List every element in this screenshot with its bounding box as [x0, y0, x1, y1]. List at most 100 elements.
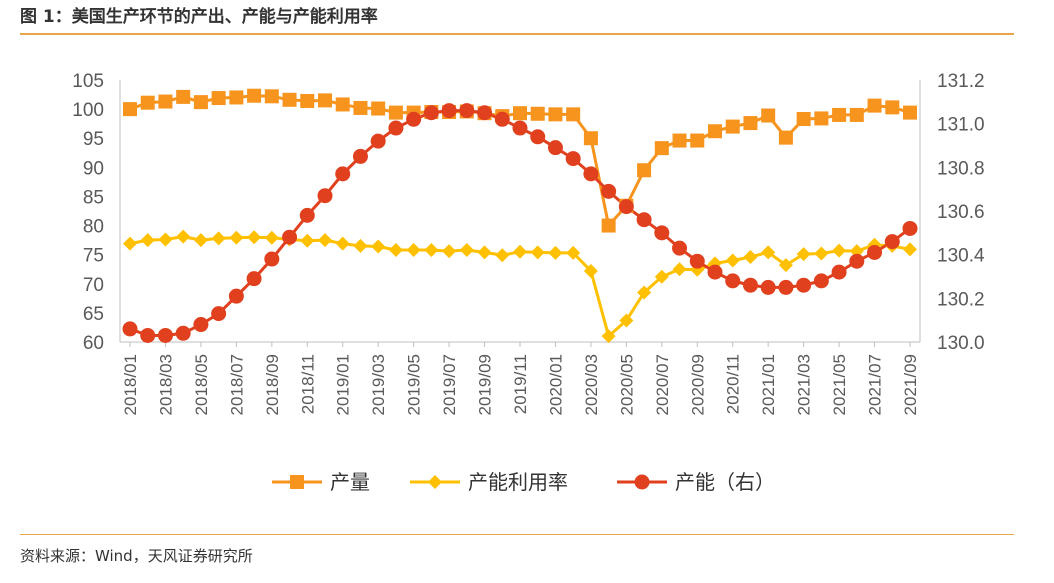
data-point-diamond [513, 244, 527, 259]
data-point-circle [601, 183, 617, 199]
data-point-circle [831, 264, 847, 280]
x-tick-label: 2020/11 [724, 354, 743, 414]
y-left-tick-label: 65 [83, 304, 104, 325]
x-tick-label: 2021/07 [866, 354, 885, 415]
x-tick-label: 2018/07 [227, 354, 246, 415]
data-point-diamond [566, 245, 581, 260]
data-point-square [371, 101, 386, 116]
data-point-diamond [229, 230, 244, 245]
data-point-square [654, 141, 669, 156]
data-point-diamond [477, 245, 492, 260]
data-point-diamond [300, 233, 315, 248]
data-point-circle [299, 207, 315, 223]
data-point-diamond [654, 269, 669, 284]
y-left-tick-label: 105 [72, 71, 104, 92]
data-point-square [176, 89, 191, 104]
data-point-square [353, 100, 368, 115]
data-point-diamond [264, 230, 279, 245]
data-point-diamond [371, 239, 386, 254]
data-point-square [601, 218, 616, 233]
data-point-diamond [140, 233, 155, 248]
data-point-circle [317, 188, 333, 204]
legend-label: 产能利用率 [468, 470, 568, 494]
data-point-diamond [832, 243, 847, 258]
data-point-circle [246, 271, 262, 287]
data-point-square [229, 90, 244, 105]
data-point-circle [157, 327, 173, 343]
x-tick-label: 2018/05 [192, 354, 211, 415]
data-point-square [388, 105, 403, 120]
data-point-circle [335, 166, 351, 182]
y-left-tick-label: 100 [72, 100, 104, 121]
data-point-circle [565, 151, 581, 167]
data-point-diamond [442, 244, 457, 259]
x-tick-label: 2020/09 [688, 354, 707, 415]
data-point-square [796, 112, 811, 127]
data-point-circle [441, 103, 457, 119]
data-point-diamond [335, 236, 350, 251]
data-point-diamond [495, 248, 510, 263]
data-point-square [832, 107, 847, 122]
y-left-tick-label: 95 [83, 129, 104, 150]
y-right-tick-label: 131.0 [937, 115, 985, 136]
bottom-divider [20, 534, 1014, 535]
data-point-circle [175, 325, 191, 341]
legend-marker-diamond [428, 475, 442, 489]
data-point-circle [459, 103, 475, 119]
data-point-circle [689, 253, 705, 269]
data-point-square [761, 108, 776, 123]
data-point-diamond [814, 246, 829, 261]
x-tick-label: 2019/11 [511, 354, 530, 414]
data-point-diamond [761, 245, 776, 260]
x-tick-label: 2018/11 [298, 354, 317, 414]
axes-layer: 60 65 70 75 80 85 90 95 100 105 130.0 130.2 130.4 130… [72, 71, 985, 415]
data-point-circle [867, 244, 883, 260]
data-point-circle [547, 140, 563, 156]
x-tick-label: 2018/01 [121, 354, 140, 415]
data-point-square [778, 130, 793, 145]
data-point-square [140, 95, 155, 110]
y-left-tick-label: 60 [83, 333, 104, 354]
chart-title: 图 1：美国生产环节的产出、产能与产能利用率 [20, 7, 378, 27]
data-point-diamond [353, 238, 368, 253]
data-point-diamond [193, 233, 208, 248]
data-point-square [849, 107, 864, 122]
data-point-circle [370, 133, 386, 149]
data-point-circle [902, 220, 918, 236]
data-point-square [903, 105, 917, 120]
x-tick-label: 2020/03 [582, 354, 601, 415]
data-point-diamond [548, 245, 563, 260]
data-point-circle [725, 273, 741, 289]
data-point-circle [512, 120, 528, 136]
data-point-diamond [903, 242, 917, 257]
data-point-diamond [211, 231, 226, 246]
data-point-diamond [247, 230, 262, 245]
data-point-diamond [743, 249, 758, 264]
data-point-square [867, 98, 882, 113]
data-point-circle [654, 225, 670, 241]
data-point-square [247, 88, 262, 103]
data-point-diamond [318, 233, 332, 248]
data-point-circle [388, 120, 404, 136]
data-point-square [548, 107, 563, 122]
x-tick-label: 2021/09 [901, 354, 920, 415]
data-point-square [264, 89, 279, 104]
data-point-circle [530, 129, 546, 145]
data-point-square [708, 124, 722, 139]
data-point-square [743, 116, 758, 131]
data-point-circle [849, 253, 865, 269]
data-point-circle [264, 251, 280, 267]
data-point-circle [122, 321, 138, 337]
x-tick-label: 2019/09 [476, 354, 495, 415]
y-right-tick-label: 131.2 [937, 71, 985, 92]
x-tick-label: 2019/03 [369, 354, 388, 415]
data-point-circle [796, 277, 812, 293]
top-divider [20, 33, 1014, 35]
data-point-circle [211, 306, 227, 322]
x-tick-label: 2021/03 [795, 354, 814, 415]
series-markers-layer [122, 88, 918, 344]
source-note: 资料来源：Wind，天风证券研究所 [20, 547, 253, 565]
data-point-square [637, 163, 652, 178]
data-point-diamond [424, 243, 439, 258]
